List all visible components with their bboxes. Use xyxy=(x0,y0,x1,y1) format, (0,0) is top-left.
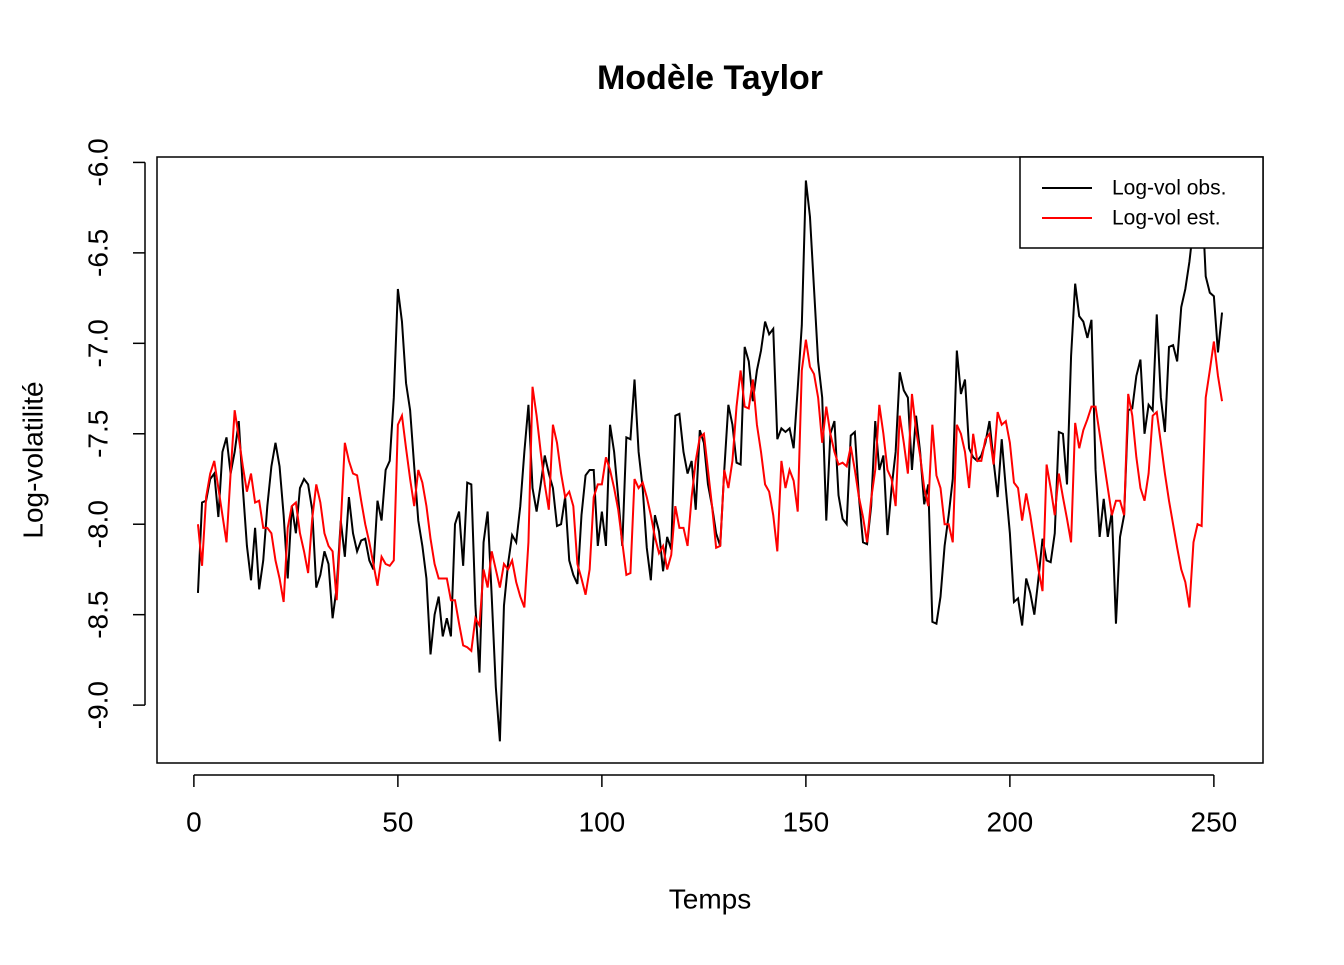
x-tick-label: 50 xyxy=(382,806,413,837)
y-tick-label: -6.5 xyxy=(82,229,113,277)
legend: Log-vol obs. Log-vol est. xyxy=(1019,156,1264,249)
y-tick-label: -8.0 xyxy=(82,500,113,548)
y-axis-label: Log-volatilité xyxy=(17,381,48,538)
data-line xyxy=(196,339,1224,653)
x-axis-label: Temps xyxy=(669,883,751,914)
legend-label: Log-vol est. xyxy=(1112,207,1221,230)
x-tick-label: 0 xyxy=(186,806,202,837)
y-tick-label: -7.0 xyxy=(82,319,113,367)
y-tick-label: -7.5 xyxy=(82,410,113,458)
y-tick-label: -8.5 xyxy=(82,591,113,639)
y-tick-label: -9.0 xyxy=(82,681,113,729)
y-tick-label: -6.0 xyxy=(82,138,113,186)
legend-box xyxy=(1019,156,1264,249)
x-tick-label: 100 xyxy=(579,806,626,837)
chart-title: Modèle Taylor xyxy=(597,59,823,97)
x-tick-label: 150 xyxy=(783,806,830,837)
plot-frame xyxy=(156,156,1264,764)
x-tick-label: 250 xyxy=(1191,806,1238,837)
x-tick-label: 200 xyxy=(987,806,1034,837)
legend-label: Log-vol obs. xyxy=(1112,177,1226,200)
